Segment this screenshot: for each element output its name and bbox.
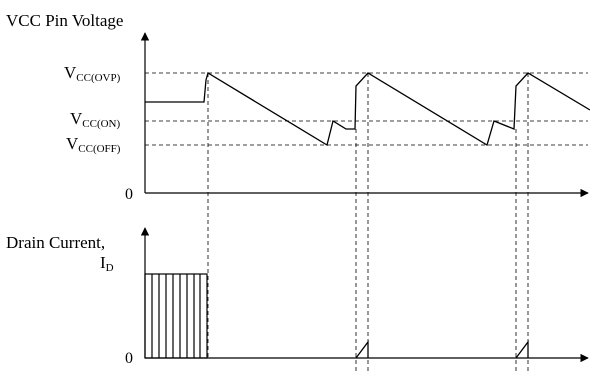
- bottom-panel-title: Drain Current,: [6, 233, 105, 252]
- vcc-off-label: VCC(OFF): [66, 134, 121, 155]
- drain-current-label: ID: [100, 253, 114, 274]
- time-guide-lines: [207, 73, 529, 372]
- vcc-ovp-label: VCC(OVP): [64, 63, 121, 84]
- drain-current-restart-pulse-2: [515, 340, 529, 359]
- drain-current-pulses: [144, 273, 208, 359]
- top-zero-label: 0: [125, 186, 133, 203]
- bottom-panel: Drain Current, ID 0: [6, 227, 589, 367]
- bottom-zero-label: 0: [125, 350, 133, 367]
- top-panel-title: VCC Pin Voltage: [6, 11, 123, 30]
- top-panel: VCC Pin Voltage VCC(OVP) VCC(ON) VCC(OFF…: [6, 11, 590, 203]
- vcc-on-label: VCC(ON): [70, 109, 121, 130]
- drain-current-restart-pulse-1: [355, 340, 369, 359]
- vcc-waveform: [145, 72, 590, 147]
